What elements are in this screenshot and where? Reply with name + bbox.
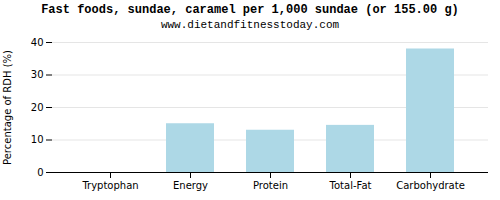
svg-text:0: 0 [37,167,43,178]
svg-text:Protein: Protein [253,180,288,191]
svg-text:Carbohydrate: Carbohydrate [396,180,465,191]
svg-text:Total-Fat: Total-Fat [329,180,372,191]
svg-text:10: 10 [31,134,44,145]
svg-text:20: 20 [31,102,44,113]
svg-text:Energy: Energy [173,180,208,191]
html-text:Fast foods, sundae, caramel pe: Fast foods, sundae, caramel per 1,000 su… [41,3,459,17]
svg-text:Tryptophan: Tryptophan [81,180,138,191]
svg-text:30: 30 [31,69,44,80]
html-text:www.dietandfitnesstoday.com: www.dietandfitnesstoday.com [160,19,340,31]
svg-text:Percentage of RDH (%): Percentage of RDH (%) [2,50,13,165]
svg-text:40: 40 [31,37,44,48]
